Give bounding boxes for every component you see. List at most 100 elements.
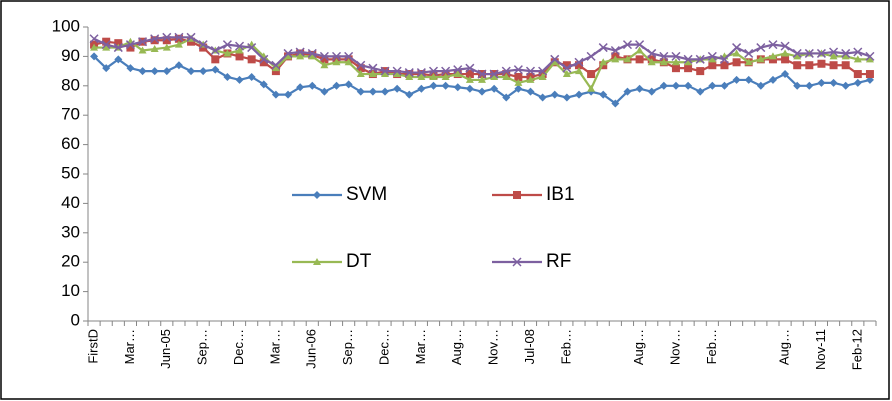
marker <box>150 45 159 53</box>
x-tick-label: Feb-12 <box>849 329 864 370</box>
y-tick-label: 0 <box>71 310 80 329</box>
y-tick-label: 70 <box>61 105 80 124</box>
marker <box>659 58 668 66</box>
marker <box>622 40 633 50</box>
marker <box>574 90 583 99</box>
marker <box>562 70 571 78</box>
legend-label: RF <box>546 251 571 272</box>
marker <box>756 81 765 90</box>
y-tick-label: 50 <box>61 163 80 182</box>
marker <box>174 34 183 43</box>
marker <box>356 64 365 73</box>
marker <box>671 58 680 66</box>
y-tick-label: 20 <box>61 252 80 271</box>
marker <box>393 84 402 93</box>
marker <box>829 47 839 57</box>
marker <box>210 45 220 56</box>
marker <box>501 66 511 76</box>
marker <box>186 32 196 42</box>
marker <box>344 51 354 61</box>
marker <box>284 52 293 60</box>
marker <box>574 67 583 75</box>
marker <box>223 72 232 81</box>
marker <box>587 70 596 79</box>
x-tick-label: Aug… <box>777 329 792 365</box>
x-tick-label: Sep… <box>340 329 355 365</box>
marker <box>428 66 439 76</box>
marker <box>344 80 353 89</box>
x-tick-label: Dec… <box>376 329 391 365</box>
marker <box>478 75 486 83</box>
marker <box>744 75 753 84</box>
marker <box>150 34 160 44</box>
marker <box>102 64 111 73</box>
marker <box>526 75 535 83</box>
marker <box>138 37 148 47</box>
marker <box>793 52 802 60</box>
marker <box>647 58 656 66</box>
marker <box>259 80 268 89</box>
marker <box>635 40 645 50</box>
legend-marker <box>512 257 522 267</box>
marker <box>126 43 135 52</box>
legend-label: IB1 <box>546 184 575 205</box>
marker <box>708 61 717 70</box>
marker <box>756 43 766 53</box>
marker <box>331 51 342 61</box>
marker <box>562 93 571 102</box>
marker <box>320 87 329 96</box>
marker <box>174 61 183 70</box>
marker <box>174 40 183 48</box>
marker <box>707 51 717 61</box>
marker <box>125 40 135 50</box>
marker <box>841 61 850 70</box>
marker <box>113 43 123 53</box>
marker <box>502 72 511 80</box>
marker <box>465 75 474 83</box>
marker <box>465 70 474 79</box>
marker <box>817 78 826 87</box>
marker <box>126 64 135 73</box>
marker <box>550 90 559 99</box>
marker <box>235 52 244 61</box>
marker <box>150 36 159 45</box>
marker <box>781 49 790 57</box>
marker <box>162 43 171 51</box>
marker <box>586 51 596 61</box>
marker <box>695 54 705 64</box>
marker <box>805 61 814 70</box>
x-tick-label: Jun-06 <box>304 329 319 369</box>
marker <box>368 87 377 96</box>
marker <box>211 55 220 64</box>
marker <box>392 66 402 76</box>
legend-marker <box>513 191 521 199</box>
x-tick-label: Mar… <box>413 329 428 364</box>
marker <box>174 32 184 42</box>
marker <box>199 67 208 76</box>
marker <box>150 67 159 76</box>
marker <box>708 55 717 63</box>
marker <box>393 70 402 78</box>
marker <box>720 61 729 70</box>
marker <box>599 58 608 66</box>
marker <box>319 51 329 61</box>
marker <box>259 54 269 64</box>
marker <box>684 81 693 90</box>
marker <box>114 55 123 64</box>
marker <box>223 49 232 57</box>
marker <box>574 57 584 67</box>
marker <box>332 81 341 90</box>
marker <box>271 90 280 99</box>
marker <box>320 55 329 64</box>
marker <box>841 81 850 90</box>
marker <box>696 67 705 76</box>
marker <box>453 70 462 78</box>
marker <box>404 68 414 78</box>
marker <box>283 48 293 58</box>
marker <box>502 93 511 102</box>
marker <box>635 55 644 64</box>
marker <box>853 70 862 79</box>
marker <box>829 52 838 60</box>
marker <box>198 40 208 50</box>
